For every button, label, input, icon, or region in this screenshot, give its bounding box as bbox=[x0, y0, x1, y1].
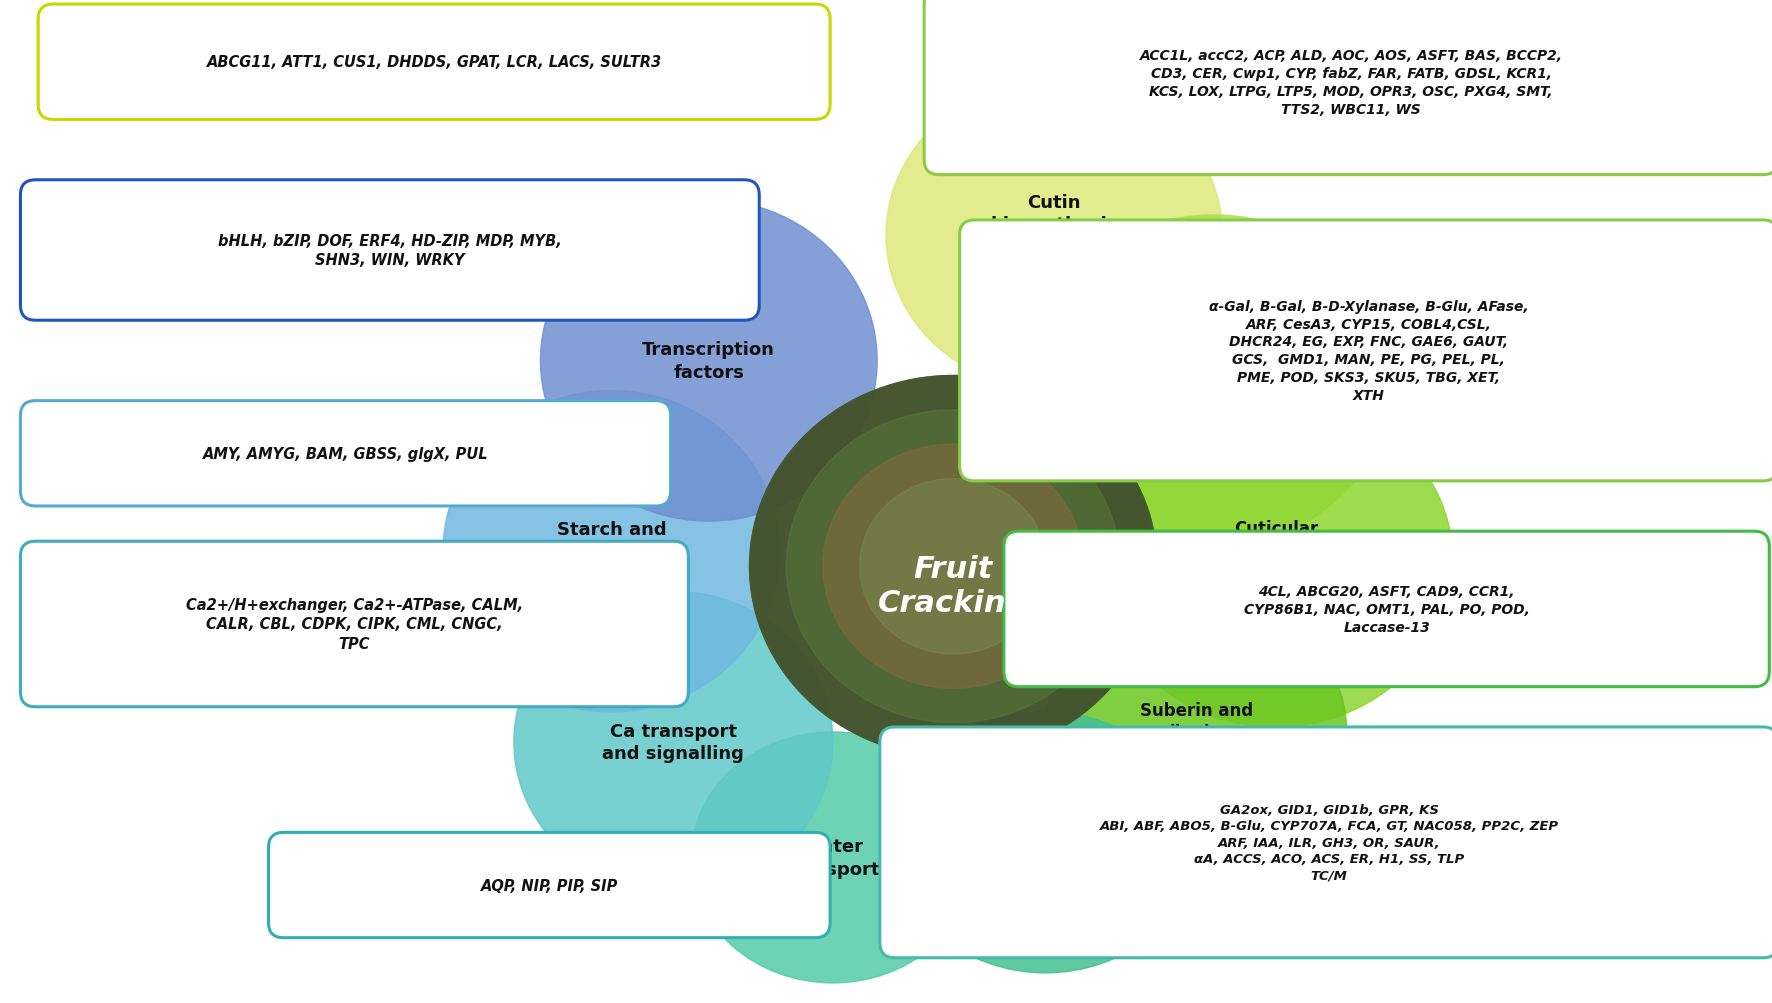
Text: Ca2+/H+exchanger, Ca2+-ATPase, CALM,
CALR, CBL, CDPK, CIPK, CML, CNGC,
TPC: Ca2+/H+exchanger, Ca2+-ATPase, CALM, CAL… bbox=[186, 598, 523, 651]
Text: ACC1L, accC2, ACP, ALD, AOC, AOS, ASFT, BAS, BCCP2,
CD3, CER, Cwp1, CYP, fabZ, F: ACC1L, accC2, ACP, ALD, AOC, AOS, ASFT, … bbox=[1139, 49, 1563, 116]
Text: α-Gal, B-Gal, B-D-Xylanase, B-Glu, AFase,
ARF, CesA3, CYP15, COBL4,CSL,
DHCR24, : α-Gal, B-Gal, B-D-Xylanase, B-Glu, AFase… bbox=[1209, 300, 1529, 402]
Ellipse shape bbox=[750, 376, 1157, 757]
Text: ABCG11, ATT1, CUS1, DHDDS, GPAT, LCR, LACS, SULTR3: ABCG11, ATT1, CUS1, DHDDS, GPAT, LCR, LA… bbox=[207, 55, 661, 70]
Text: 4CL, ABCG20, ASFT, CAD9, CCR1,
CYP86B1, NAC, OMT1, PAL, PO, POD,
Laccase-13: 4CL, ABCG20, ASFT, CAD9, CCR1, CYP86B1, … bbox=[1244, 585, 1529, 634]
Text: AQP, NIP, PIP, SIP: AQP, NIP, PIP, SIP bbox=[480, 878, 618, 893]
Text: AMY, AMYG, BAM, GBSS, glgX, PUL: AMY, AMYG, BAM, GBSS, glgX, PUL bbox=[202, 446, 489, 461]
FancyBboxPatch shape bbox=[21, 181, 758, 321]
Ellipse shape bbox=[1099, 396, 1453, 727]
Ellipse shape bbox=[691, 732, 975, 983]
Text: Hormone
metabolism: Hormone metabolism bbox=[987, 822, 1104, 863]
Text: Transcription
factors: Transcription factors bbox=[643, 341, 774, 381]
Text: Cuticular
waxes
biosynthesis: Cuticular waxes biosynthesis bbox=[1150, 350, 1278, 412]
Ellipse shape bbox=[859, 479, 1047, 654]
Ellipse shape bbox=[750, 376, 1157, 757]
FancyBboxPatch shape bbox=[269, 832, 829, 938]
FancyBboxPatch shape bbox=[881, 727, 1772, 958]
FancyBboxPatch shape bbox=[21, 542, 688, 707]
Text: Cuticular
membrane
and cell wall
metabolisms: Cuticular membrane and cell wall metabol… bbox=[1216, 520, 1336, 604]
Ellipse shape bbox=[1037, 216, 1391, 547]
FancyBboxPatch shape bbox=[39, 5, 829, 120]
Text: Starch and
sucrose
metabolism: Starch and sucrose metabolism bbox=[553, 521, 670, 583]
Text: Suberin and
lignin
biosynthesis: Suberin and lignin biosynthesis bbox=[1138, 701, 1255, 763]
Ellipse shape bbox=[514, 592, 833, 893]
Ellipse shape bbox=[540, 201, 877, 522]
Ellipse shape bbox=[1045, 592, 1347, 873]
Text: GA2ox, GID1, GID1b, GPR, KS
ABI, ABF, ABO5, B-Glu, CYP707A, FCA, GT, NAC058, PP2: GA2ox, GID1, GID1b, GPR, KS ABI, ABF, AB… bbox=[1099, 803, 1559, 882]
Ellipse shape bbox=[886, 80, 1223, 391]
Text: Fruit
Cracking: Fruit Cracking bbox=[879, 555, 1028, 617]
Text: Water
transport: Water transport bbox=[785, 838, 881, 878]
FancyBboxPatch shape bbox=[1005, 532, 1768, 687]
Ellipse shape bbox=[443, 391, 780, 712]
FancyBboxPatch shape bbox=[21, 401, 670, 507]
FancyBboxPatch shape bbox=[960, 221, 1772, 481]
Ellipse shape bbox=[895, 712, 1196, 973]
Text: bHLH, bZIP, DOF, ERF4, HD-ZIP, MDP, MYB,
SHN3, WIN, WRKY: bHLH, bZIP, DOF, ERF4, HD-ZIP, MDP, MYB,… bbox=[218, 234, 562, 268]
FancyBboxPatch shape bbox=[925, 0, 1772, 176]
Text: Ca transport
and signalling: Ca transport and signalling bbox=[602, 722, 744, 762]
Ellipse shape bbox=[822, 444, 1084, 689]
Text: Cutin
biosynthesis
and
deposition: Cutin biosynthesis and deposition bbox=[991, 194, 1118, 278]
Ellipse shape bbox=[787, 410, 1120, 723]
